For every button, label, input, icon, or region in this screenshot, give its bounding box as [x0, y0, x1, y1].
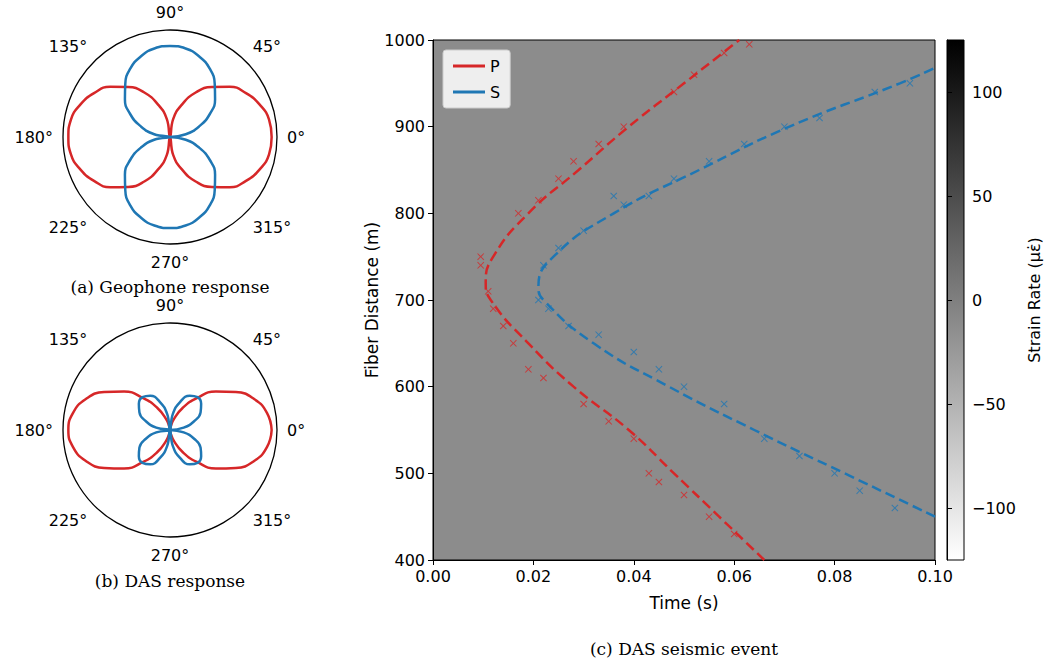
svg-text:315°: 315° — [253, 511, 292, 530]
svg-text:900: 900 — [394, 117, 425, 136]
svg-text:P: P — [490, 57, 500, 76]
svg-text:0.10: 0.10 — [917, 567, 953, 586]
svg-text:180°: 180° — [14, 421, 53, 440]
svg-text:100: 100 — [972, 83, 1003, 102]
svg-text:45°: 45° — [253, 330, 281, 349]
svg-text:600: 600 — [394, 377, 425, 396]
svg-text:(c) DAS seismic event: (c) DAS seismic event — [590, 639, 778, 659]
svg-text:0°: 0° — [287, 421, 305, 440]
svg-text:S: S — [490, 83, 500, 102]
svg-text:270°: 270° — [151, 546, 190, 565]
svg-text:0: 0 — [972, 291, 982, 310]
svg-text:0°: 0° — [287, 128, 305, 147]
svg-text:270°: 270° — [151, 253, 190, 272]
svg-text:−50: −50 — [972, 395, 1006, 414]
svg-text:0.04: 0.04 — [616, 567, 652, 586]
svg-text:90°: 90° — [156, 3, 184, 22]
svg-text:Strain Rate (με̇): Strain Rate (με̇) — [1025, 237, 1044, 363]
svg-text:90°: 90° — [156, 296, 184, 315]
svg-text:180°: 180° — [14, 128, 53, 147]
svg-text:315°: 315° — [253, 218, 292, 237]
svg-text:0.02: 0.02 — [516, 567, 552, 586]
svg-text:(b) DAS response: (b) DAS response — [95, 571, 245, 591]
svg-text:0.08: 0.08 — [817, 567, 853, 586]
svg-text:500: 500 — [394, 464, 425, 483]
svg-text:700: 700 — [394, 291, 425, 310]
svg-text:400: 400 — [394, 550, 425, 570]
svg-text:−100: −100 — [972, 499, 1016, 518]
svg-text:135°: 135° — [49, 330, 88, 349]
svg-text:800: 800 — [394, 204, 425, 223]
svg-text:Fiber Distance (m): Fiber Distance (m) — [362, 222, 382, 378]
svg-text:(a) Geophone response: (a) Geophone response — [71, 277, 270, 297]
svg-text:135°: 135° — [49, 37, 88, 56]
svg-text:0.00: 0.00 — [415, 567, 451, 586]
svg-text:1000: 1000 — [384, 31, 425, 50]
svg-text:0.06: 0.06 — [716, 567, 752, 586]
svg-text:50: 50 — [972, 187, 992, 206]
svg-text:45°: 45° — [253, 37, 281, 56]
svg-text:Time (s): Time (s) — [648, 593, 718, 613]
svg-text:225°: 225° — [49, 511, 88, 530]
svg-text:225°: 225° — [49, 218, 88, 237]
